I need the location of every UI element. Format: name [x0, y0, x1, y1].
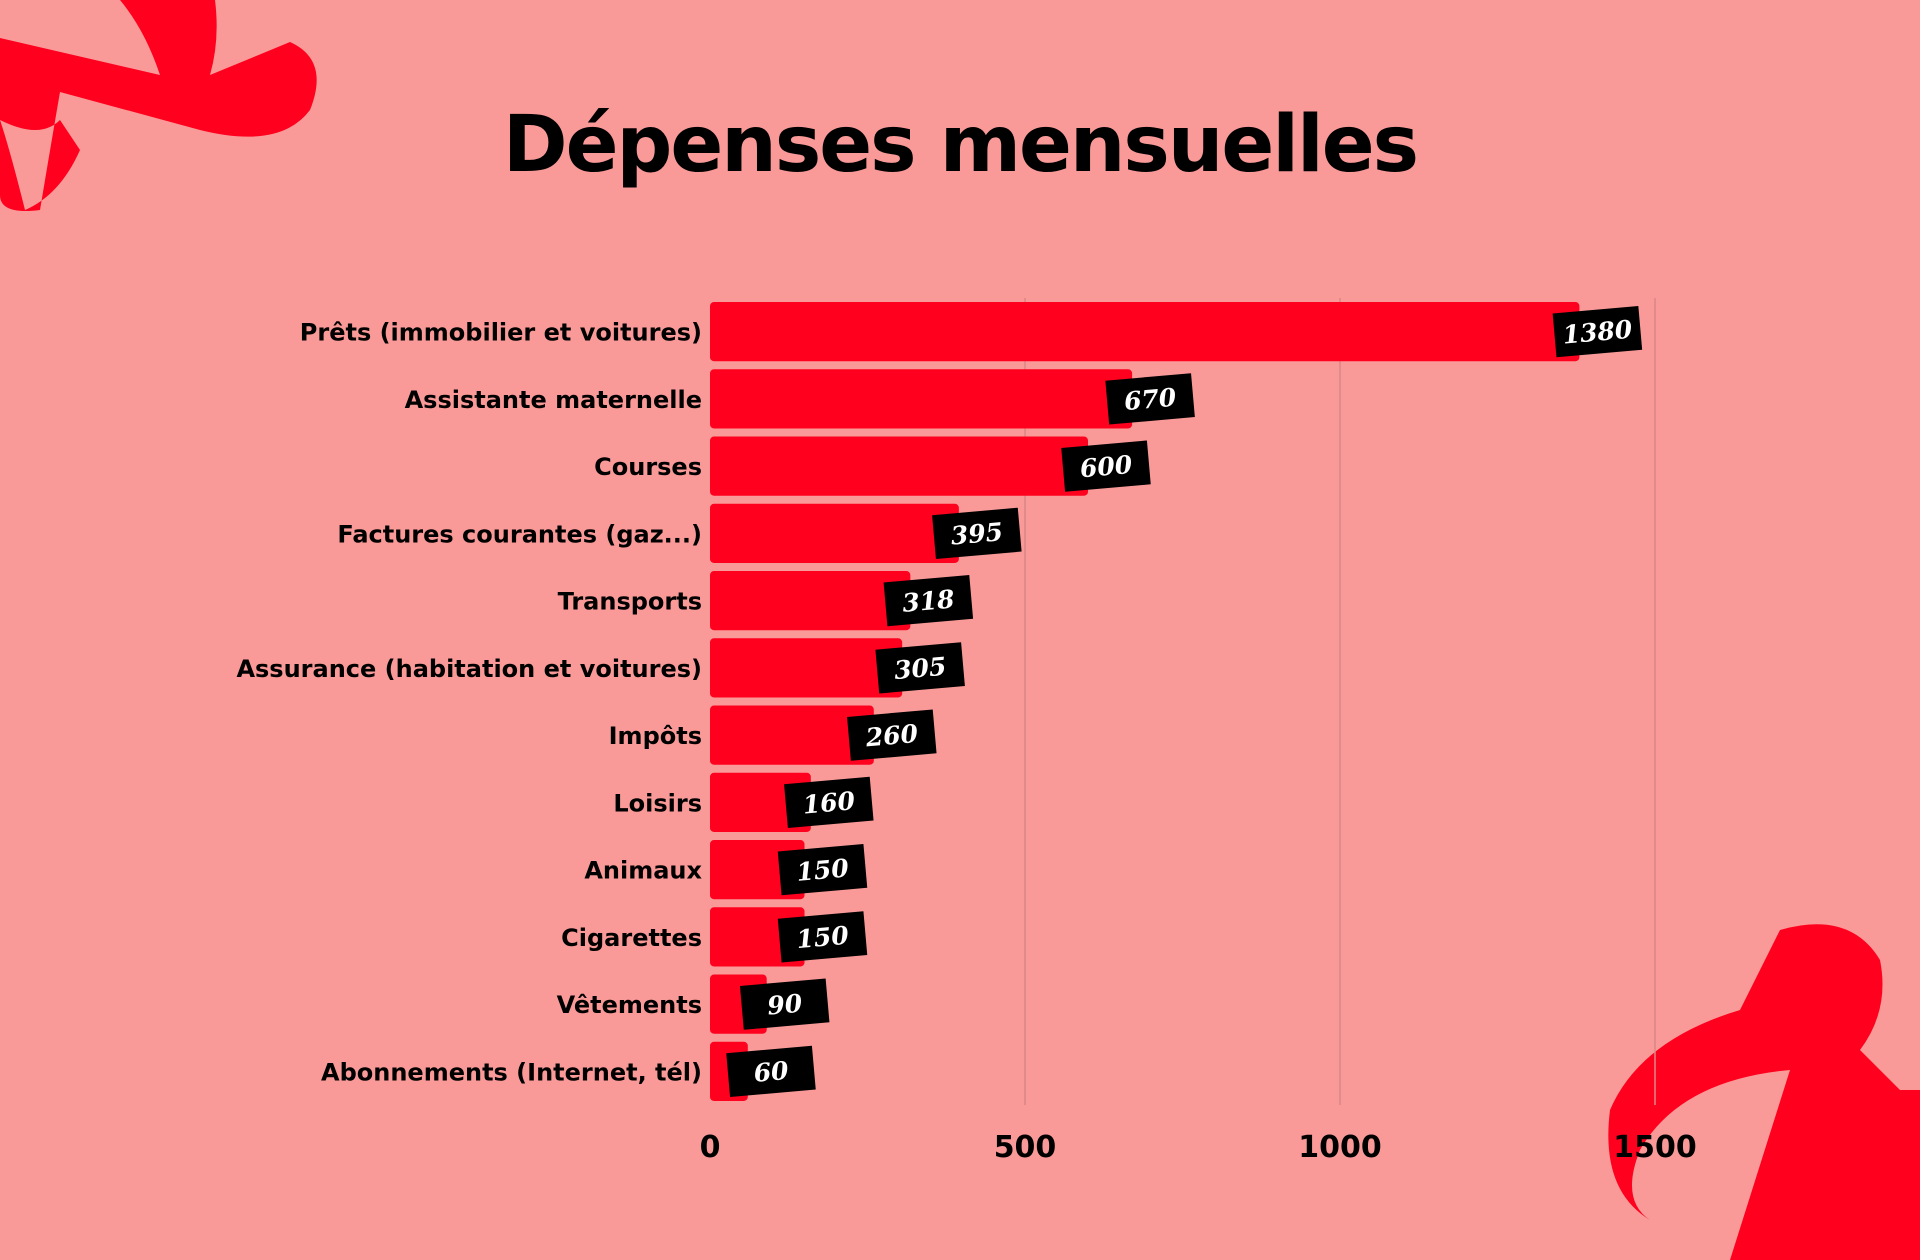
value-tag-3: 395: [932, 507, 1022, 560]
bar-0: [710, 302, 1580, 362]
category-label-3: Factures courantes (gaz...): [337, 520, 702, 548]
bar-2: [710, 436, 1088, 496]
category-label-1: Assistante maternelle: [405, 386, 702, 414]
category-label-9: Cigarettes: [561, 924, 702, 952]
value-box-2: [1061, 440, 1151, 492]
value-box-4: [883, 574, 974, 627]
value-label-2: 600: [1079, 450, 1134, 483]
value-label-11: 60: [752, 1056, 790, 1088]
category-label-6: Impôts: [609, 722, 702, 750]
value-tag-10: 90: [739, 978, 830, 1030]
value-label-6: 260: [864, 719, 920, 753]
value-box-9: [777, 911, 868, 963]
value-tag-0: 1380: [1552, 305, 1643, 358]
bar-4: [710, 571, 911, 631]
value-box-5: [875, 642, 965, 694]
value-box-0: [1552, 305, 1643, 358]
value-tag-1: 670: [1105, 373, 1195, 425]
value-label-8: 150: [795, 853, 850, 886]
category-label-10: Vêtements: [557, 991, 702, 1019]
x-tick-label-0: 0: [700, 1130, 721, 1165]
value-tag-4: 318: [883, 574, 974, 627]
value-box-10: [739, 978, 830, 1030]
x-tick-label-1: 500: [994, 1130, 1057, 1165]
x-tick-label-2: 1000: [1298, 1130, 1382, 1165]
value-label-10: 90: [766, 989, 804, 1021]
value-tag-2: 600: [1061, 440, 1151, 492]
abstract-shape-top-left: [0, 0, 317, 211]
value-box-11: [726, 1045, 816, 1098]
category-label-7: Loisirs: [613, 789, 702, 817]
bar-5: [710, 638, 903, 698]
value-tag-7: 160: [784, 776, 874, 829]
category-label-5: Assurance (habitation et voitures): [236, 655, 702, 683]
category-label-11: Abonnements (Internet, tél): [321, 1058, 702, 1086]
value-box-1: [1105, 373, 1195, 425]
value-box-8: [777, 843, 868, 896]
value-label-1: 670: [1123, 383, 1178, 416]
value-tag-9: 150: [777, 911, 868, 963]
value-label-9: 150: [795, 921, 850, 954]
category-label-2: Courses: [594, 453, 702, 481]
value-box-3: [932, 507, 1022, 560]
value-label-0: 1380: [1562, 315, 1634, 350]
value-label-7: 160: [802, 786, 857, 819]
bar-6: [710, 705, 874, 765]
value-label-5: 305: [893, 652, 948, 685]
value-box-6: [847, 709, 937, 761]
gridlines: [1024, 298, 1656, 1105]
value-tag-8: 150: [777, 843, 868, 896]
value-label-4: 318: [901, 584, 956, 617]
value-box-7: [784, 776, 874, 829]
bar-1: [710, 369, 1133, 429]
abstract-shape-bottom-right: [1608, 924, 1920, 1260]
x-axis-tick-labels: 0 500 1000 1500: [700, 1130, 1697, 1165]
value-tag-6: 260: [847, 709, 937, 761]
value-tag-5: 305: [875, 642, 965, 694]
chart-title: Dépenses mensuelles: [502, 100, 1419, 190]
category-label-0: Prêts (immobilier et voitures): [300, 319, 702, 347]
value-label-3: 395: [950, 517, 1005, 550]
x-tick-label-3: 1500: [1613, 1130, 1697, 1165]
category-label-4: Transports: [558, 588, 702, 616]
bar-3: [710, 503, 959, 563]
category-label-8: Animaux: [584, 857, 702, 885]
value-tag-11: 60: [726, 1045, 816, 1098]
category-labels: Prêts (immobilier et voitures) Assistante…: [236, 319, 702, 1087]
